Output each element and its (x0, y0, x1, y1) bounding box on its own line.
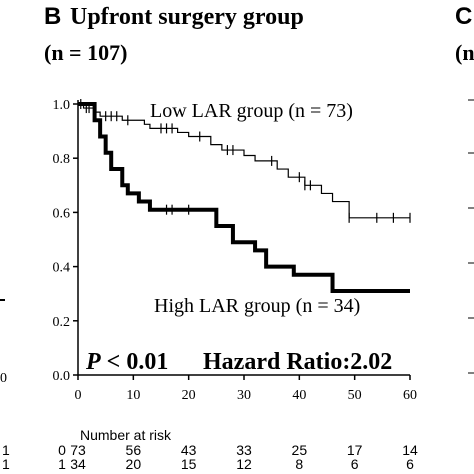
x-tick-label: 10 (126, 388, 140, 403)
low-lar-curve (78, 103, 410, 219)
risk-value: 17 (347, 442, 363, 458)
x-tick-label: 60 (403, 388, 417, 403)
high-lar-label: High LAR group (n = 34) (154, 295, 360, 317)
panel-letter: B (44, 3, 61, 30)
y-tick-label: 0.0 (53, 369, 71, 384)
risk-value: 73 (70, 442, 86, 458)
risk-value: 33 (236, 442, 252, 458)
high-lar-curve (78, 102, 410, 293)
prev-panel-risk-fragment: 1 (2, 442, 10, 458)
risk-value: 14 (402, 442, 418, 458)
risk-value: 43 (181, 442, 197, 458)
risk-value: 25 (292, 442, 308, 458)
x-tick-label: 50 (348, 388, 362, 403)
y-tick-label: 1.0 (53, 98, 71, 113)
x-tick-label: 0 (75, 388, 82, 403)
risk-table-title: Number at risk (80, 427, 172, 443)
low-lar-label: Low LAR group (n = 73) (150, 100, 353, 122)
risk-value: 56 (126, 442, 142, 458)
hazard-ratio: Hazard Ratio:2.02 (203, 349, 392, 375)
x-tick-label: 20 (182, 388, 196, 403)
y-tick-label: 0.2 (53, 315, 71, 330)
risk-row-label: 0 (58, 442, 66, 458)
p-symbol: P (85, 349, 101, 375)
next-panel-letter: C (455, 3, 472, 30)
risk-value: 6 (351, 456, 359, 472)
curves (78, 99, 411, 293)
risk-value: 8 (295, 456, 303, 472)
next-panel-n-fragment: (n (455, 40, 474, 65)
x-axis: 0 10 20 30 40 50 60 (75, 374, 417, 403)
risk-value: 15 (181, 456, 197, 472)
y-tick-label: 0.8 (53, 152, 71, 167)
risk-value: 20 (126, 456, 142, 472)
prev-panel-risk-fragment: 1 (2, 456, 10, 472)
risk-value: 6 (406, 456, 414, 472)
next-panel-axis-fragments (468, 99, 474, 374)
x-tick-label: 40 (292, 388, 306, 403)
panel-n: (n = 107) (44, 40, 127, 65)
y-axis: 0.0 0.2 0.4 0.6 0.8 1.0 (53, 98, 79, 384)
y-tick-label: 0.6 (53, 206, 71, 221)
risk-value: 12 (236, 456, 252, 472)
p-threshold: < 0.01 (101, 349, 169, 375)
y-tick-label: 0.4 (53, 261, 71, 276)
x-tick-label: 30 (237, 388, 251, 403)
prev-panel-x-tick: 0 (0, 371, 7, 386)
risk-row-label: 1 (58, 456, 66, 472)
p-value: P < 0.01 (85, 349, 168, 375)
risk-value: 34 (70, 456, 86, 472)
panel-title: Upfront surgery group (70, 4, 304, 30)
